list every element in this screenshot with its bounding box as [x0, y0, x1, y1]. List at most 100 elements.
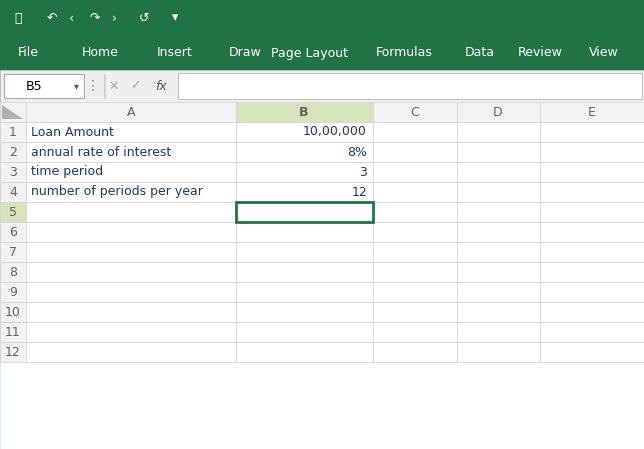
Bar: [236, 102, 373, 122]
Bar: [26, 222, 236, 242]
Bar: [0, 142, 26, 162]
Bar: [540, 102, 644, 122]
Bar: [457, 182, 540, 202]
Bar: [373, 122, 457, 142]
Bar: [0, 70, 644, 102]
Text: B: B: [299, 106, 308, 119]
Bar: [26, 202, 236, 222]
Bar: [178, 73, 642, 99]
Bar: [373, 342, 457, 362]
Bar: [0, 36, 644, 70]
Bar: [0, 262, 26, 282]
Bar: [457, 342, 540, 362]
Bar: [540, 302, 644, 322]
Bar: [457, 102, 540, 122]
Bar: [236, 242, 373, 262]
Bar: [26, 142, 236, 162]
Text: Page Layout: Page Layout: [272, 47, 348, 60]
Bar: [373, 182, 457, 202]
Text: 8: 8: [9, 265, 17, 278]
Text: fx: fx: [155, 79, 167, 92]
Bar: [373, 242, 457, 262]
Text: 6: 6: [9, 225, 17, 238]
Bar: [236, 142, 373, 162]
Text: A: A: [127, 106, 135, 119]
Text: 1: 1: [9, 126, 17, 138]
Bar: [373, 302, 457, 322]
Bar: [457, 162, 540, 182]
Bar: [540, 122, 644, 142]
Text: ▾: ▾: [73, 81, 79, 91]
Bar: [0, 222, 26, 242]
Text: 10: 10: [5, 305, 21, 318]
Bar: [457, 302, 540, 322]
Bar: [236, 162, 373, 182]
Bar: [236, 322, 373, 342]
Polygon shape: [2, 105, 23, 119]
Bar: [26, 242, 236, 262]
Bar: [540, 242, 644, 262]
Bar: [236, 122, 373, 142]
Text: annual rate of interest: annual rate of interest: [31, 145, 171, 158]
Bar: [540, 222, 644, 242]
Text: ↶: ↶: [47, 12, 57, 25]
Bar: [236, 202, 373, 222]
Bar: [540, 342, 644, 362]
Text: Draw: Draw: [229, 47, 261, 60]
Text: B5: B5: [26, 79, 43, 92]
Text: 10,00,000: 10,00,000: [303, 126, 367, 138]
Text: 3: 3: [9, 166, 17, 179]
Bar: [0, 122, 26, 142]
Bar: [0, 102, 644, 449]
Text: View: View: [589, 47, 619, 60]
Bar: [236, 342, 373, 362]
Text: Loan Amount: Loan Amount: [31, 126, 114, 138]
Bar: [0, 182, 26, 202]
Text: 12: 12: [5, 345, 21, 358]
Text: ↺: ↺: [138, 12, 149, 25]
Bar: [373, 322, 457, 342]
Bar: [236, 302, 373, 322]
Text: 5: 5: [9, 206, 17, 219]
Bar: [457, 222, 540, 242]
Bar: [236, 262, 373, 282]
Bar: [0, 0, 644, 36]
Text: 12: 12: [351, 185, 367, 198]
Bar: [236, 202, 373, 222]
Bar: [0, 302, 26, 322]
Bar: [26, 282, 236, 302]
Text: ✕: ✕: [109, 79, 119, 92]
Bar: [457, 242, 540, 262]
Bar: [104, 74, 105, 98]
Bar: [0, 162, 26, 182]
Text: 8%: 8%: [347, 145, 367, 158]
Bar: [457, 262, 540, 282]
Text: ›: ›: [111, 12, 117, 25]
Bar: [373, 142, 457, 162]
Text: E: E: [588, 106, 596, 119]
Bar: [26, 182, 236, 202]
Bar: [236, 222, 373, 242]
Text: ⋮: ⋮: [86, 79, 100, 93]
Text: D: D: [493, 106, 503, 119]
Text: 3: 3: [359, 166, 367, 179]
Text: ⎙: ⎙: [14, 12, 22, 25]
Text: Data: Data: [465, 47, 495, 60]
Bar: [236, 182, 373, 202]
Bar: [373, 262, 457, 282]
Text: 9: 9: [9, 286, 17, 299]
Text: Review: Review: [518, 47, 562, 60]
Text: number of periods per year: number of periods per year: [31, 185, 203, 198]
Text: 7: 7: [9, 246, 17, 259]
Text: ▾: ▾: [172, 12, 178, 25]
Bar: [540, 322, 644, 342]
Bar: [373, 222, 457, 242]
Bar: [0, 282, 26, 302]
Text: 4: 4: [9, 185, 17, 198]
Text: Home: Home: [82, 47, 118, 60]
Text: time period: time period: [31, 166, 103, 179]
Bar: [236, 282, 373, 302]
Bar: [0, 342, 26, 362]
Bar: [26, 122, 236, 142]
Bar: [540, 262, 644, 282]
